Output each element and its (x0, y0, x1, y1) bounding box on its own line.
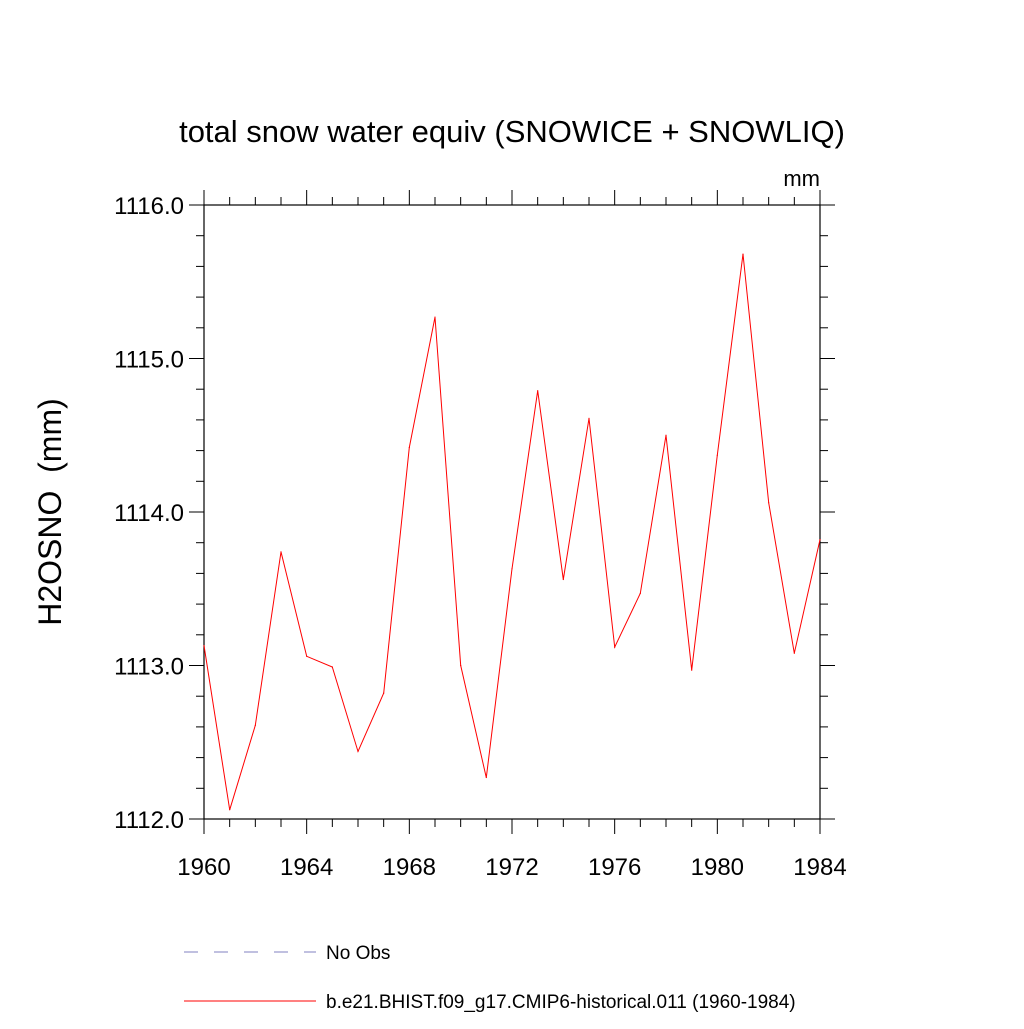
data-point (408, 446, 410, 449)
data-point (229, 809, 231, 811)
data-point (280, 551, 282, 553)
series-layer (203, 253, 821, 811)
y-tick-label: 1113.0 (114, 654, 184, 681)
data-point (537, 390, 539, 392)
data-point (460, 664, 462, 667)
data-point (434, 316, 436, 318)
data-point (819, 539, 821, 541)
series-line (203, 254, 821, 810)
x-tick-label: 1972 (485, 854, 538, 881)
data-point (562, 578, 564, 581)
data-point (203, 644, 205, 647)
data-point (716, 454, 718, 456)
data-point (768, 502, 770, 504)
y-tick-label: 1116.0 (114, 193, 184, 220)
y-tick-label: 1114.0 (114, 500, 184, 527)
plot-frame (203, 204, 821, 820)
chart-title: total snow water equiv (SNOWICE + SNOWLI… (179, 114, 845, 149)
data-point (742, 253, 744, 255)
axes: 1112.0 1113.0 1114.0 1115.0 1116.0 1960 1964 19… (114, 190, 847, 881)
x-tick-label: 1960 (177, 854, 230, 881)
data-point (639, 592, 641, 594)
data-point (691, 669, 693, 671)
data-point (511, 568, 513, 570)
legend-label: No Obs (326, 943, 390, 964)
data-point (383, 692, 385, 694)
x-tick-label: 1964 (280, 854, 333, 881)
units-label: mm (783, 166, 820, 191)
x-tick-label: 1976 (588, 854, 641, 881)
data-point (665, 434, 667, 436)
x-tick-label: 1968 (383, 854, 436, 881)
data-point (254, 724, 256, 726)
data-point (306, 655, 308, 657)
legend-label: b.e21.BHIST.f09_g17.CMIP6-historical.011… (326, 992, 796, 1013)
x-tick-label: 1980 (691, 854, 744, 881)
data-point (331, 666, 333, 668)
data-point (793, 652, 795, 654)
legend: No Obs b.e21.BHIST.f09_g17.CMIP6-historic… (184, 943, 796, 1013)
x-tick-label: 1984 (793, 854, 846, 881)
y-tick-label: 1112.0 (114, 807, 184, 834)
data-point (357, 750, 359, 753)
y-tick-label: 1115.0 (114, 347, 184, 374)
data-point (614, 646, 616, 648)
data-point (588, 417, 590, 419)
y-axis-label: H2OSNO (mm) (32, 398, 68, 626)
data-point (485, 776, 487, 779)
